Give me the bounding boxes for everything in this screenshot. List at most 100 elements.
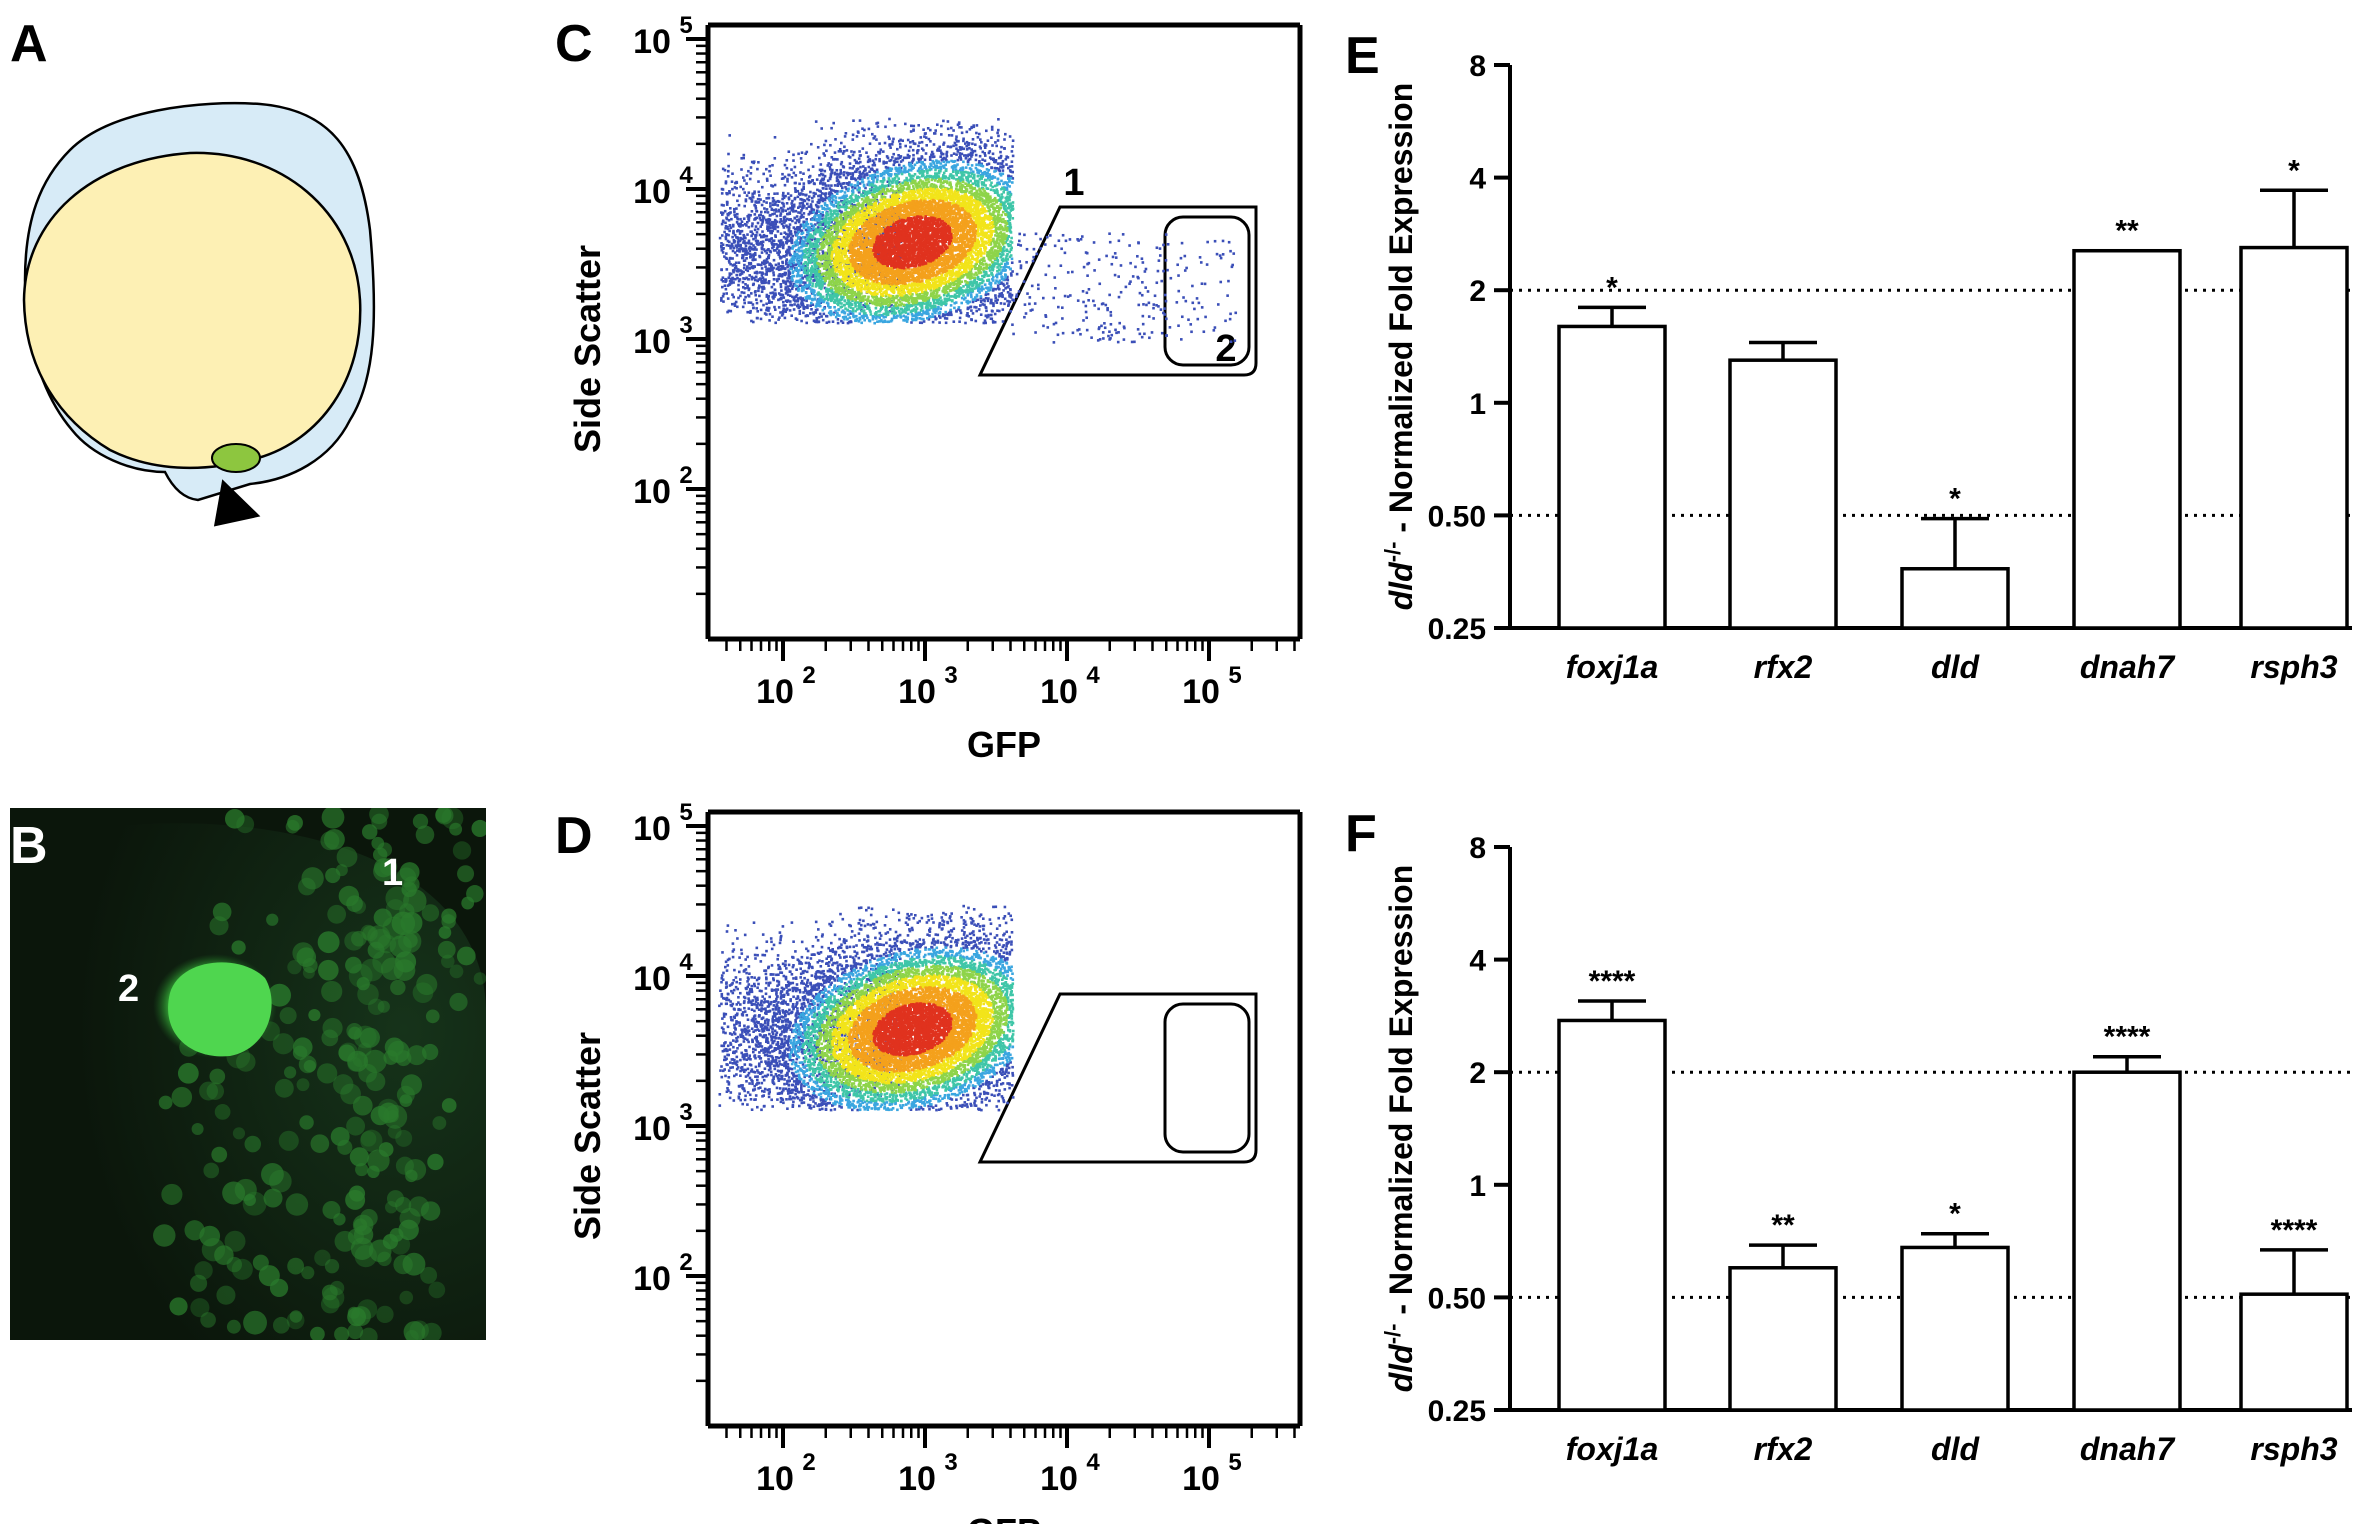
event-dot <box>829 201 833 205</box>
event-dot <box>816 221 820 225</box>
event-dot <box>816 250 820 253</box>
event-dot <box>806 239 809 243</box>
event-dot <box>796 261 800 264</box>
event-dot <box>757 243 760 246</box>
event-dot <box>880 305 883 309</box>
event-dot <box>858 171 861 174</box>
event-dot <box>832 295 835 298</box>
event-dot <box>1001 268 1005 272</box>
event-dot <box>807 261 811 264</box>
event-dot <box>726 284 730 287</box>
event-dot <box>816 255 819 258</box>
event-dot <box>834 291 838 295</box>
event-dot <box>816 238 820 242</box>
event-dot <box>858 316 862 320</box>
event-dot <box>784 280 787 283</box>
event-dot <box>822 187 825 190</box>
event-dot <box>848 289 851 292</box>
event-dot <box>724 180 728 183</box>
event-dot <box>790 267 793 270</box>
event-dot <box>894 167 898 171</box>
event-dot <box>874 185 878 188</box>
event-dot <box>853 177 857 181</box>
event-dot <box>983 144 987 147</box>
somite-cell <box>327 904 347 924</box>
event-dot <box>767 306 771 310</box>
event-dot <box>1009 193 1013 196</box>
event-dot <box>753 203 756 207</box>
event-dot <box>795 239 798 242</box>
somite-cell <box>308 1009 321 1022</box>
event-dot <box>833 184 837 187</box>
event-dot <box>975 284 978 287</box>
event-dot <box>750 199 754 202</box>
event-dot <box>777 306 781 309</box>
event-dot <box>873 312 877 315</box>
event-dot <box>834 277 837 281</box>
event-dot <box>943 291 947 295</box>
event-dot <box>886 171 889 174</box>
event-dot <box>858 253 861 256</box>
event-dot <box>778 250 781 254</box>
event-dot <box>825 268 829 271</box>
event-dot <box>829 215 833 219</box>
event-dot <box>923 132 927 135</box>
event-dot <box>826 204 829 208</box>
event-dot <box>974 286 978 289</box>
event-dot <box>893 159 896 163</box>
event-dot <box>899 160 903 163</box>
event-dot <box>1004 213 1008 217</box>
event-dot <box>883 225 886 229</box>
event-dot <box>770 241 774 245</box>
event-dot <box>938 321 941 324</box>
event-dot <box>999 248 1002 251</box>
event-dot <box>867 267 870 270</box>
event-dot <box>996 193 1000 197</box>
event-dot <box>890 317 894 321</box>
event-dot <box>745 276 748 280</box>
event-dot <box>823 306 827 309</box>
event-dot <box>956 149 960 152</box>
event-dot <box>917 157 920 161</box>
event-dot <box>839 182 842 186</box>
event-dot <box>909 130 913 133</box>
event-dot <box>821 177 824 181</box>
event-dot <box>961 174 964 177</box>
event-dot <box>958 178 962 182</box>
event-dot <box>966 284 969 287</box>
event-dot <box>836 221 839 225</box>
event-dot <box>721 220 725 224</box>
event-dot <box>920 313 924 317</box>
event-dot <box>865 243 869 246</box>
event-dot <box>985 171 989 175</box>
event-dot <box>992 264 996 268</box>
event-dot <box>790 176 794 179</box>
event-dot <box>819 227 823 231</box>
event-dot <box>788 248 791 251</box>
event-dot <box>894 311 898 315</box>
event-dot <box>797 274 800 277</box>
event-dot <box>783 221 786 224</box>
event-dot <box>780 219 783 223</box>
event-dot <box>1008 229 1012 232</box>
event-dot <box>794 295 798 298</box>
event-dot <box>806 267 809 270</box>
event-dot <box>970 153 974 157</box>
event-dot <box>932 307 936 311</box>
event-dot <box>940 165 943 169</box>
event-dot <box>796 243 799 246</box>
fluorescence-image: 1 2 <box>10 808 486 1340</box>
event-dot <box>896 195 900 198</box>
event-dot <box>808 274 812 278</box>
event-dot <box>882 162 885 165</box>
event-dot <box>769 222 772 225</box>
event-dot <box>907 308 910 311</box>
event-dot <box>729 226 733 230</box>
event-dot <box>1006 196 1010 199</box>
event-dot <box>982 270 986 273</box>
event-dot <box>789 206 792 210</box>
event-dot <box>812 267 815 271</box>
event-dot <box>728 257 732 260</box>
event-dot <box>990 309 994 313</box>
event-dot <box>728 256 732 260</box>
